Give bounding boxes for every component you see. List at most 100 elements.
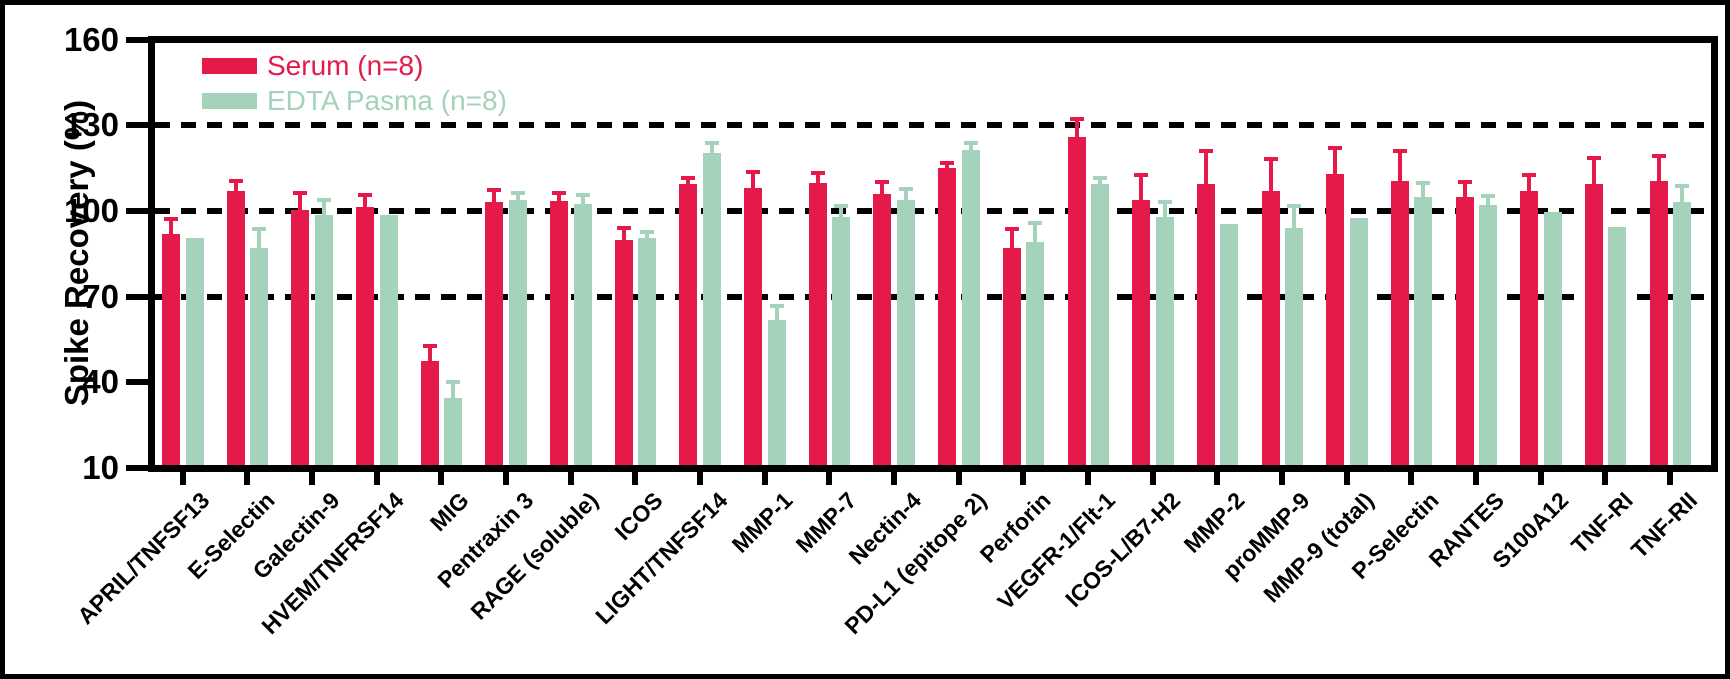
error-bar-stem-serum-PD-L1 (epitope 2) (945, 165, 950, 171)
error-bar-cap-edta-E-Selectin (252, 227, 267, 232)
bar-serum-LIGHT/TNFSF14 (679, 183, 698, 468)
error-bar-cap-edta-RANTES (1481, 194, 1496, 199)
bar-edta-RANTES (1479, 205, 1498, 468)
x-label-MIG: MIG (424, 487, 474, 537)
bar-edta-LIGHT/TNFSF14 (702, 152, 721, 468)
bar-serum-S100A12 (1520, 191, 1539, 468)
error-bar-stem-serum-MMP-2 (1203, 152, 1208, 186)
error-bar-stem-serum-MMP-9 (total) (1333, 149, 1338, 176)
grid-line-130 (155, 122, 1711, 129)
error-bar-stem-edta-RAGE (soluble) (580, 196, 585, 206)
error-bar-cap-edta-MMP-1 (769, 304, 784, 309)
error-bar-cap-edta-Galectin-9 (316, 198, 331, 203)
error-bar-stem-edta-PD-L1 (epitope 2) (968, 145, 973, 152)
error-bar-cap-edta-RAGE (soluble) (575, 192, 590, 197)
error-bar-stem-edta-Pentraxin 3 (515, 195, 520, 202)
bar-edta-MMP-7 (832, 216, 851, 468)
bar-edta-Galectin-9 (314, 215, 333, 468)
x-label-MMP-1: MMP-1 (726, 487, 798, 558)
error-bar-stem-serum-ICOS (621, 229, 626, 242)
error-bar-stem-edta-E-Selectin (257, 231, 262, 251)
x-tick-P-Selectin (1408, 472, 1415, 485)
error-bar-stem-serum-Pentraxin 3 (492, 192, 497, 205)
bar-edta-PD-L1 (epitope 2) (961, 149, 980, 468)
error-bar-cap-serum-proMMP-9 (1263, 157, 1278, 162)
error-bar-cap-serum-MMP-9 (total) (1328, 145, 1343, 150)
bar-edta-MMP-1 (767, 319, 786, 468)
x-tick-MMP-9 (total) (1343, 472, 1350, 485)
error-bar-cap-serum-LIGHT/TNFSF14 (681, 175, 696, 180)
error-bar-cap-edta-VEGFR-1/Flt-1 (1093, 175, 1108, 180)
y-tick-130 (126, 122, 148, 129)
error-bar-stem-serum-LIGHT/TNFSF14 (686, 179, 691, 186)
x-tick-APRIL/TNFSF13 (179, 472, 186, 485)
error-bar-cap-serum-RANTES (1457, 179, 1472, 184)
error-bar-cap-serum-S100A12 (1522, 172, 1537, 177)
x-tick-Galectin-9 (308, 472, 315, 485)
y-tick-70 (126, 293, 148, 300)
error-bar-cap-edta-Nectin-4 (898, 187, 913, 192)
x-tick-proMMP-9 (1279, 472, 1286, 485)
error-bar-stem-serum-ICOS-L/B7-H2 (1139, 176, 1144, 202)
x-tick-ICOS-L/B7-H2 (1149, 472, 1156, 485)
error-bar-cap-serum-RAGE (soluble) (552, 191, 567, 196)
error-bar-stem-edta-MMP-1 (774, 308, 779, 322)
error-bar-cap-serum-Perforin (1004, 227, 1019, 232)
error-bar-stem-serum-APRIL/TNFSF13 (169, 221, 173, 236)
y-axis-line (148, 36, 155, 472)
y-tick-160 (126, 36, 148, 43)
error-bar-stem-serum-E-Selectin (233, 182, 238, 194)
error-bar-stem-edta-P-Selectin (1421, 185, 1426, 199)
error-bar-stem-serum-RANTES (1462, 183, 1467, 199)
error-bar-stem-edta-MMP-7 (839, 208, 844, 219)
y-tick-label-130: 130 (63, 106, 119, 144)
bar-edta-proMMP-9 (1285, 228, 1304, 468)
bar-serum-Galectin-9 (291, 209, 310, 468)
bar-serum-MMP-7 (808, 182, 827, 468)
x-tick-RAGE (soluble) (567, 472, 574, 485)
plot-frame-top (148, 36, 1718, 43)
bar-edta-Perforin (1026, 242, 1045, 468)
error-bar-cap-serum-TNF-RII (1651, 154, 1666, 159)
error-bar-cap-edta-ICOS-L/B7-H2 (1157, 199, 1172, 204)
x-tick-Nectin-4 (890, 472, 897, 485)
error-bar-cap-edta-MIG (446, 379, 461, 384)
x-tick-Pentraxin 3 (502, 472, 509, 485)
error-bar-cap-edta-LIGHT/TNFSF14 (704, 141, 719, 146)
bar-edta-Nectin-4 (896, 199, 915, 468)
error-bar-stem-edta-Perforin (1033, 225, 1038, 245)
legend-label-edta: EDTA Pasma (n=8) (267, 85, 507, 116)
bar-serum-ICOS-L/B7-H2 (1132, 199, 1151, 468)
y-tick-10 (126, 465, 148, 471)
error-bar-cap-serum-TNF-RI (1586, 155, 1601, 160)
y-tick-40 (126, 379, 148, 386)
bar-serum-Pentraxin 3 (485, 202, 504, 468)
error-bar-cap-serum-ICOS-L/B7-H2 (1134, 172, 1149, 177)
bar-serum-MMP-2 (1196, 183, 1215, 468)
bar-edta-APRIL/TNFSF13 (185, 238, 204, 468)
x-tick-LIGHT/TNFSF14 (696, 472, 703, 485)
plot-frame-right (1711, 36, 1718, 472)
error-bar-cap-serum-VEGFR-1/Flt-1 (1069, 117, 1084, 122)
x-label-ICOS-L/B7-H2: ICOS-L/B7-H2 (1060, 487, 1186, 613)
x-tick-S100A12 (1537, 472, 1544, 485)
error-bar-stem-edta-ICOS-L/B7-H2 (1162, 203, 1167, 219)
bar-edta-ICOS-L/B7-H2 (1155, 216, 1174, 468)
x-tick-MMP-7 (826, 472, 833, 485)
bar-serum-RAGE (soluble) (550, 201, 569, 468)
bar-serum-TNF-RII (1649, 181, 1668, 468)
error-bar-cap-serum-MMP-2 (1198, 148, 1213, 153)
error-bar-cap-edta-MMP-7 (834, 204, 849, 209)
x-tick-MMP-1 (761, 472, 768, 485)
x-tick-MMP-2 (1214, 472, 1221, 485)
error-bar-cap-serum-ICOS (616, 225, 631, 230)
bar-serum-PD-L1 (epitope 2) (938, 168, 957, 468)
bar-edta-TNF-RI (1608, 226, 1627, 468)
legend-label-serum: Serum (n=8) (267, 50, 424, 81)
bar-serum-MMP-1 (744, 188, 763, 468)
legend-swatch-serum (202, 58, 257, 74)
y-tick-label-70: 70 (82, 277, 119, 315)
error-bar-cap-edta-TNF-RII (1675, 184, 1690, 189)
error-bar-stem-serum-proMMP-9 (1268, 161, 1273, 194)
bar-edta-VEGFR-1/Flt-1 (1091, 183, 1110, 468)
